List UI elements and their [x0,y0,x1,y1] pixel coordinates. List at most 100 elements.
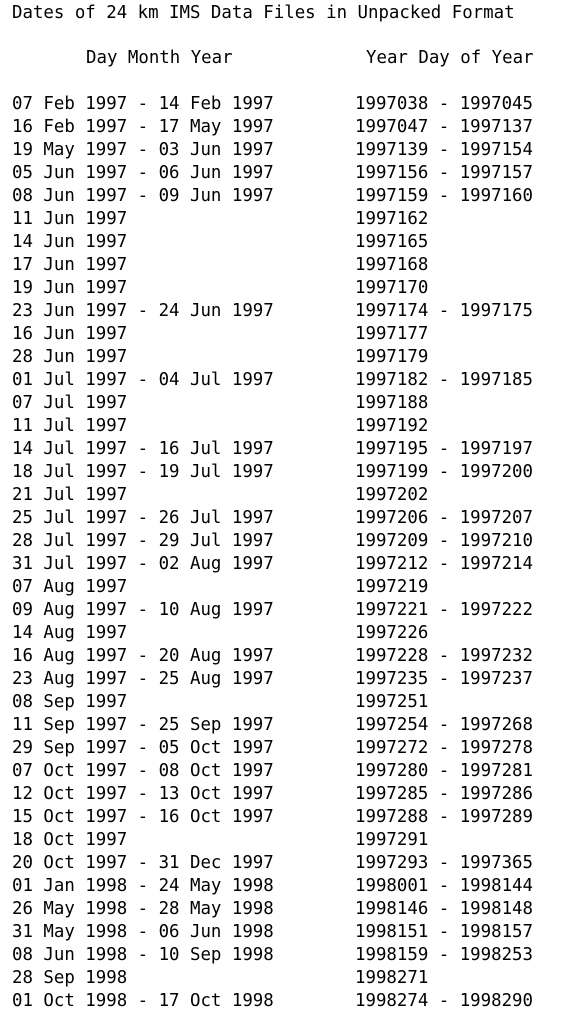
table-row: 07 Aug 1997 1997219 [12,577,557,600]
table-row: 11 Jul 1997 1997192 [12,416,557,439]
date-range-cell: 09 Aug 1997 - 10 Aug 1997 [12,600,274,620]
date-range-cell: 16 Jun 1997 [12,324,128,344]
day-of-year-cell: 1997288 - 1997289 [355,807,533,827]
table-row: 18 Oct 1997 1997291 [12,830,557,853]
day-of-year-cell: 1998159 - 1998253 [355,945,533,965]
date-range-cell: 23 Aug 1997 - 25 Aug 1997 [12,669,274,689]
table-row: 15 Oct 1997 - 16 Oct 1997 1997288 - 19972… [12,807,557,830]
day-of-year-cell: 1997251 [355,692,429,712]
table-row: 23 Aug 1997 - 25 Aug 1997 1997235 - 19972… [12,669,557,692]
date-range-cell: 19 May 1997 - 03 Jun 1997 [12,140,274,160]
table-row: 20 Oct 1997 - 31 Dec 1997 1997293 - 19973… [12,853,557,876]
date-range-cell: 17 Jun 1997 [12,255,128,275]
date-range-cell: 25 Jul 1997 - 26 Jul 1997 [12,508,274,528]
day-of-year-cell: 1997202 [355,485,429,505]
date-range-cell: 19 Jun 1997 [12,278,128,298]
table-row: 25 Jul 1997 - 26 Jul 1997 1997206 - 19972… [12,508,557,531]
table-row: 16 Jun 1997 1997177 [12,324,557,347]
day-of-year-cell: 1997156 - 1997157 [355,163,533,183]
table-row: 14 Jun 1997 1997165 [12,232,557,255]
table-row: 05 Jun 1997 - 06 Jun 1997 1997156 - 19971… [12,163,557,186]
date-range-cell: 07 Oct 1997 - 08 Oct 1997 [12,761,274,781]
table-row: 07 Jul 1997 1997188 [12,393,557,416]
day-of-year-cell: 1997209 - 1997210 [355,531,533,551]
date-range-cell: 05 Jun 1997 - 06 Jun 1997 [12,163,274,183]
date-range-cell: 08 Jun 1997 - 09 Jun 1997 [12,186,274,206]
day-of-year-cell: 1998001 - 1998144 [355,876,533,896]
day-of-year-cell: 1997179 [355,347,429,367]
date-range-cell: 16 Aug 1997 - 20 Aug 1997 [12,646,274,666]
table-row: 31 May 1998 - 06 Jun 1998 1998151 - 19981… [12,922,557,945]
date-range-cell: 07 Feb 1997 - 14 Feb 1997 [12,94,274,114]
date-range-cell: 11 Sep 1997 - 25 Sep 1997 [12,715,274,735]
date-range-cell: 15 Oct 1997 - 16 Oct 1997 [12,807,274,827]
date-range-cell: 08 Jun 1998 - 10 Sep 1998 [12,945,274,965]
table-row: 16 Feb 1997 - 17 May 1997 1997047 - 19971… [12,117,557,140]
table-row: 01 Jan 1998 - 24 May 1998 1998001 - 19981… [12,876,557,899]
day-of-year-cell: 1997235 - 1997237 [355,669,533,689]
day-of-year-cell: 1997199 - 1997200 [355,462,533,482]
date-range-cell: 18 Jul 1997 - 19 Jul 1997 [12,462,274,482]
day-of-year-cell: 1997182 - 1997185 [355,370,533,390]
day-of-year-cell: 1997291 [355,830,429,850]
date-range-cell: 18 Oct 1997 [12,830,128,850]
table-row: 09 Aug 1997 - 10 Aug 1997 1997221 - 19972… [12,600,557,623]
date-range-cell: 16 Feb 1997 - 17 May 1997 [12,117,274,137]
table-row: 28 Jul 1997 - 29 Jul 1997 1997209 - 19972… [12,531,557,554]
table-row: 18 Jul 1997 - 19 Jul 1997 1997199 - 19972… [12,462,557,485]
table-row: 28 Jun 1997 1997179 [12,347,557,370]
table-row: 14 Aug 1997 1997226 [12,623,557,646]
day-of-year-cell: 1997219 [355,577,429,597]
date-range-cell: 28 Sep 1998 [12,968,128,988]
table-row: 23 Jun 1997 - 24 Jun 1997 1997174 - 19971… [12,301,557,324]
day-of-year-cell: 1997047 - 1997137 [355,117,533,137]
day-of-year-cell: 1997168 [355,255,429,275]
table-row: 17 Jun 1997 1997168 [12,255,557,278]
day-of-year-cell: 1998146 - 1998148 [355,899,533,919]
table-row: 08 Jun 1997 - 09 Jun 1997 1997159 - 19971… [12,186,557,209]
day-of-year-cell: 1998151 - 1998157 [355,922,533,942]
table-row: 19 May 1997 - 03 Jun 1997 1997139 - 19971… [12,140,557,163]
day-of-year-cell: 1998271 [355,968,429,988]
table-row: 08 Sep 1997 1997251 [12,692,557,715]
table-row: 07 Oct 1997 - 08 Oct 1997 1997280 - 19972… [12,761,557,784]
date-range-cell: 29 Sep 1997 - 05 Oct 1997 [12,738,274,758]
table-row: 14 Jul 1997 - 16 Jul 1997 1997195 - 19971… [12,439,557,462]
day-of-year-cell: 1997206 - 1997207 [355,508,533,528]
date-range-cell: 07 Jul 1997 [12,393,128,413]
column-header-year-day-of-year: Year Day of Year [366,48,534,68]
table-row: 08 Jun 1998 - 10 Sep 1998 1998159 - 19982… [12,945,557,968]
table-row: 07 Feb 1997 - 14 Feb 1997 1997038 - 19970… [12,94,557,117]
date-range-cell: 28 Jun 1997 [12,347,128,367]
table-row: 28 Sep 1998 1998271 [12,968,557,991]
day-of-year-cell: 1997285 - 1997286 [355,784,533,804]
day-of-year-cell: 1997221 - 1997222 [355,600,533,620]
date-range-cell: 23 Jun 1997 - 24 Jun 1997 [12,301,274,321]
table-row: 11 Jun 1997 1997162 [12,209,557,232]
table-row: 01 Jul 1997 - 04 Jul 1997 1997182 - 19971… [12,370,557,393]
date-range-cell: 31 Jul 1997 - 02 Aug 1997 [12,554,274,574]
date-range-cell: 28 Jul 1997 - 29 Jul 1997 [12,531,274,551]
date-range-cell: 14 Jun 1997 [12,232,128,252]
day-of-year-cell: 1997228 - 1997232 [355,646,533,666]
date-range-cell: 08 Sep 1997 [12,692,128,712]
day-of-year-cell: 1997174 - 1997175 [355,301,533,321]
date-table: 07 Feb 1997 - 14 Feb 1997 1997038 - 19970… [12,94,557,1014]
day-of-year-cell: 1997226 [355,623,429,643]
column-header-day-month-year: Day Month Year [86,48,233,68]
table-row: 31 Jul 1997 - 02 Aug 1997 1997212 - 19972… [12,554,557,577]
day-of-year-cell: 1997139 - 1997154 [355,140,533,160]
date-range-cell: 01 Jan 1998 - 24 May 1998 [12,876,274,896]
day-of-year-cell: 1997177 [355,324,429,344]
day-of-year-cell: 1997195 - 1997197 [355,439,533,459]
table-row: 19 Jun 1997 1997170 [12,278,557,301]
date-range-cell: 31 May 1998 - 06 Jun 1998 [12,922,274,942]
date-range-cell: 14 Jul 1997 - 16 Jul 1997 [12,439,274,459]
date-range-cell: 07 Aug 1997 [12,577,128,597]
date-range-cell: 14 Aug 1997 [12,623,128,643]
day-of-year-cell: 1997159 - 1997160 [355,186,533,206]
table-row: 21 Jul 1997 1997202 [12,485,557,508]
table-row: 26 May 1998 - 28 May 1998 1998146 - 19981… [12,899,557,922]
table-row: 16 Aug 1997 - 20 Aug 1997 1997228 - 19972… [12,646,557,669]
day-of-year-cell: 1997165 [355,232,429,252]
